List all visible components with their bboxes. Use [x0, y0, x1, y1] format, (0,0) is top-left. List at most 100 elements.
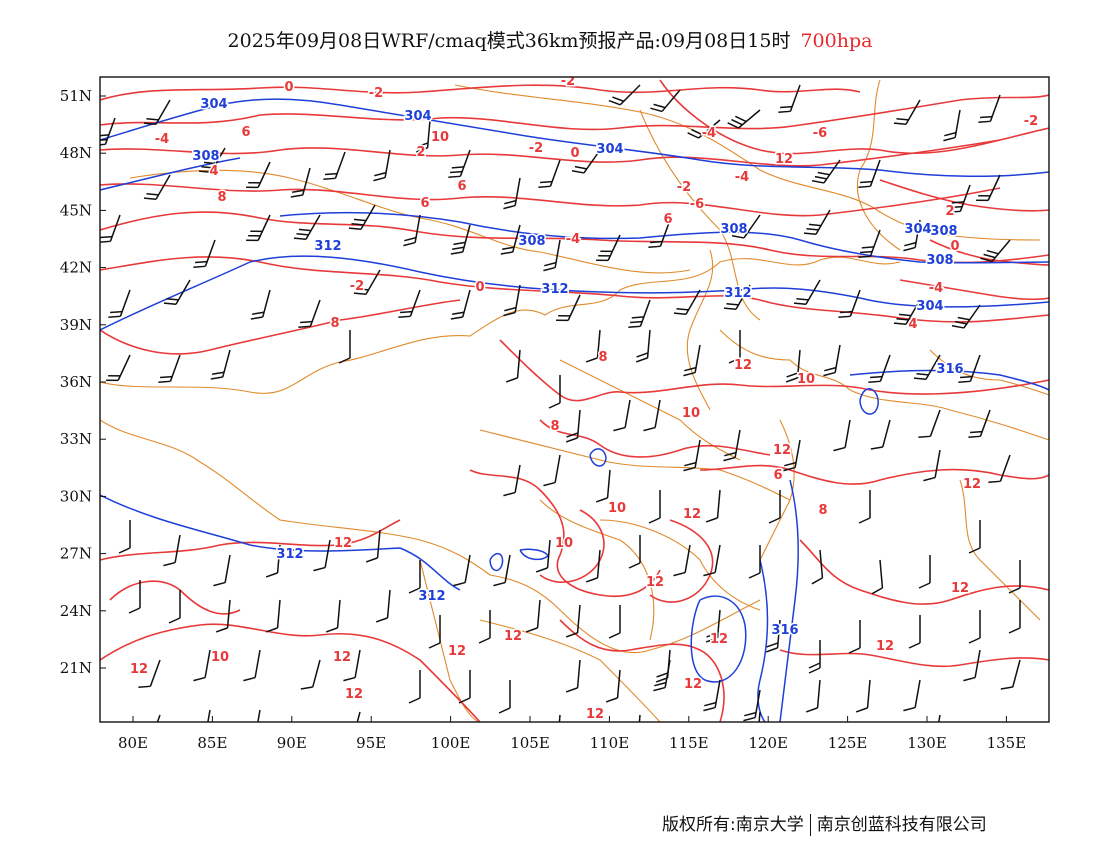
temperature-contour-label: 8 — [598, 350, 607, 365]
height-contour-label: 308 — [926, 253, 953, 268]
wind-barb — [778, 84, 801, 113]
temperature-contour — [100, 299, 461, 355]
lon-label: 125E — [828, 734, 868, 752]
wind-barb — [918, 555, 931, 589]
temperature-contour-label: 12 — [130, 662, 148, 677]
height-contour-label: 312 — [276, 547, 303, 562]
temperature-contour — [659, 79, 1001, 155]
wind-barb — [703, 544, 721, 577]
wind-barb — [908, 615, 921, 649]
wind-barb — [636, 714, 641, 722]
wind-barb — [958, 354, 981, 383]
wind-barb — [325, 599, 341, 633]
wind-barb — [106, 354, 131, 382]
wind-barb — [453, 554, 471, 587]
wind-barb — [1000, 659, 1021, 690]
wind-barb — [855, 679, 871, 713]
wind-barb — [728, 330, 741, 364]
wind-barb — [871, 559, 884, 595]
wind-barb — [608, 605, 621, 639]
wind-barb — [605, 669, 621, 703]
title-pressure-level: 700hpa — [800, 30, 873, 52]
wind-barb — [498, 680, 511, 714]
height-contour-label: 312 — [541, 282, 568, 297]
boundary-line — [639, 109, 761, 321]
wind-barb — [204, 709, 211, 722]
wind-barb — [963, 649, 981, 682]
temperature-contour-label: -2 — [677, 180, 691, 195]
boundary-line — [419, 559, 481, 722]
height-contour — [100, 98, 1049, 178]
temperature-contour-label: -4 — [155, 132, 169, 147]
boundary-line — [454, 84, 1041, 241]
height-contour — [757, 559, 769, 722]
height-contour — [859, 388, 879, 415]
wind-barb — [870, 419, 891, 450]
wind-barb — [793, 279, 821, 305]
lat-label: 33N — [60, 430, 92, 448]
wind-barb — [503, 284, 521, 317]
wind-barb — [338, 330, 351, 364]
height-contour — [489, 553, 504, 572]
boundary-line — [929, 349, 1049, 396]
wind-barb — [250, 289, 271, 320]
temperature-contour — [539, 509, 605, 584]
wind-barb — [913, 354, 941, 380]
wind-barb — [823, 344, 841, 377]
temperature-contour-label: 8 — [550, 419, 559, 434]
boundary-line — [759, 419, 795, 561]
wind-barb — [100, 214, 121, 243]
wind-barb — [323, 151, 346, 180]
temperature-contour-label: 0 — [284, 80, 293, 95]
wind-barb — [548, 375, 561, 409]
temperature-contour-label: -2 — [561, 74, 575, 89]
wind-barb — [608, 84, 641, 106]
wind-barb — [748, 545, 761, 579]
wind-barb — [500, 224, 521, 255]
longitude-axis: 80E 85E 90E 95E 100E 105E 110E 115E 120E 125E 130E… — [118, 716, 1026, 752]
height-contour-label: 304 — [904, 222, 931, 237]
temperature-contour-label: -4 — [735, 170, 749, 185]
wind-barb — [375, 589, 391, 623]
temperature-contour — [100, 519, 401, 561]
temperature-contour-label: 10 — [431, 130, 449, 145]
height-contour-label: 304 — [916, 299, 943, 314]
wind-barb — [213, 554, 231, 587]
wind-barb — [163, 534, 181, 567]
temperature-contour-label: -2 — [529, 141, 543, 156]
lat-label: 42N — [60, 259, 92, 277]
height-contour-label: 308 — [518, 234, 545, 249]
lon-label: 100E — [431, 734, 471, 752]
temperature-contour — [699, 464, 1049, 485]
temperature-contour-label: 8 — [818, 503, 827, 518]
wind-barb — [803, 209, 831, 235]
temperature-contour-label: 0 — [950, 239, 959, 254]
height-contour — [519, 548, 549, 561]
temperature-contour-label: 6 — [420, 196, 429, 211]
height-contour — [849, 369, 1049, 391]
temperature-contour-label: 4 — [908, 317, 917, 332]
wind-barb — [951, 304, 981, 329]
wind-barb — [628, 535, 641, 569]
wind-barb — [525, 599, 541, 633]
wind-barb — [731, 214, 761, 239]
wind-barb — [246, 161, 271, 189]
temperature-contour-label: 4 — [209, 164, 218, 179]
height-contour-label: 312 — [724, 286, 751, 301]
temperature-contour-label: 12 — [734, 358, 752, 373]
wind-barb — [458, 670, 471, 704]
temperature-contour — [499, 339, 1049, 402]
wind-barb — [193, 239, 216, 268]
wind-barb — [215, 599, 231, 633]
wind-barb — [365, 529, 381, 563]
boundary-layer — [100, 79, 1049, 722]
wind-barb — [352, 711, 361, 722]
temperature-contour — [100, 94, 1049, 131]
temperature-contour-layer — [100, 79, 1049, 722]
boundary-line — [719, 329, 1049, 441]
lat-label: 30N — [60, 487, 92, 505]
wind-barb — [163, 279, 191, 305]
height-contour-label: 308 — [720, 222, 747, 237]
wind-barb — [408, 670, 421, 704]
height-contour — [690, 595, 747, 683]
